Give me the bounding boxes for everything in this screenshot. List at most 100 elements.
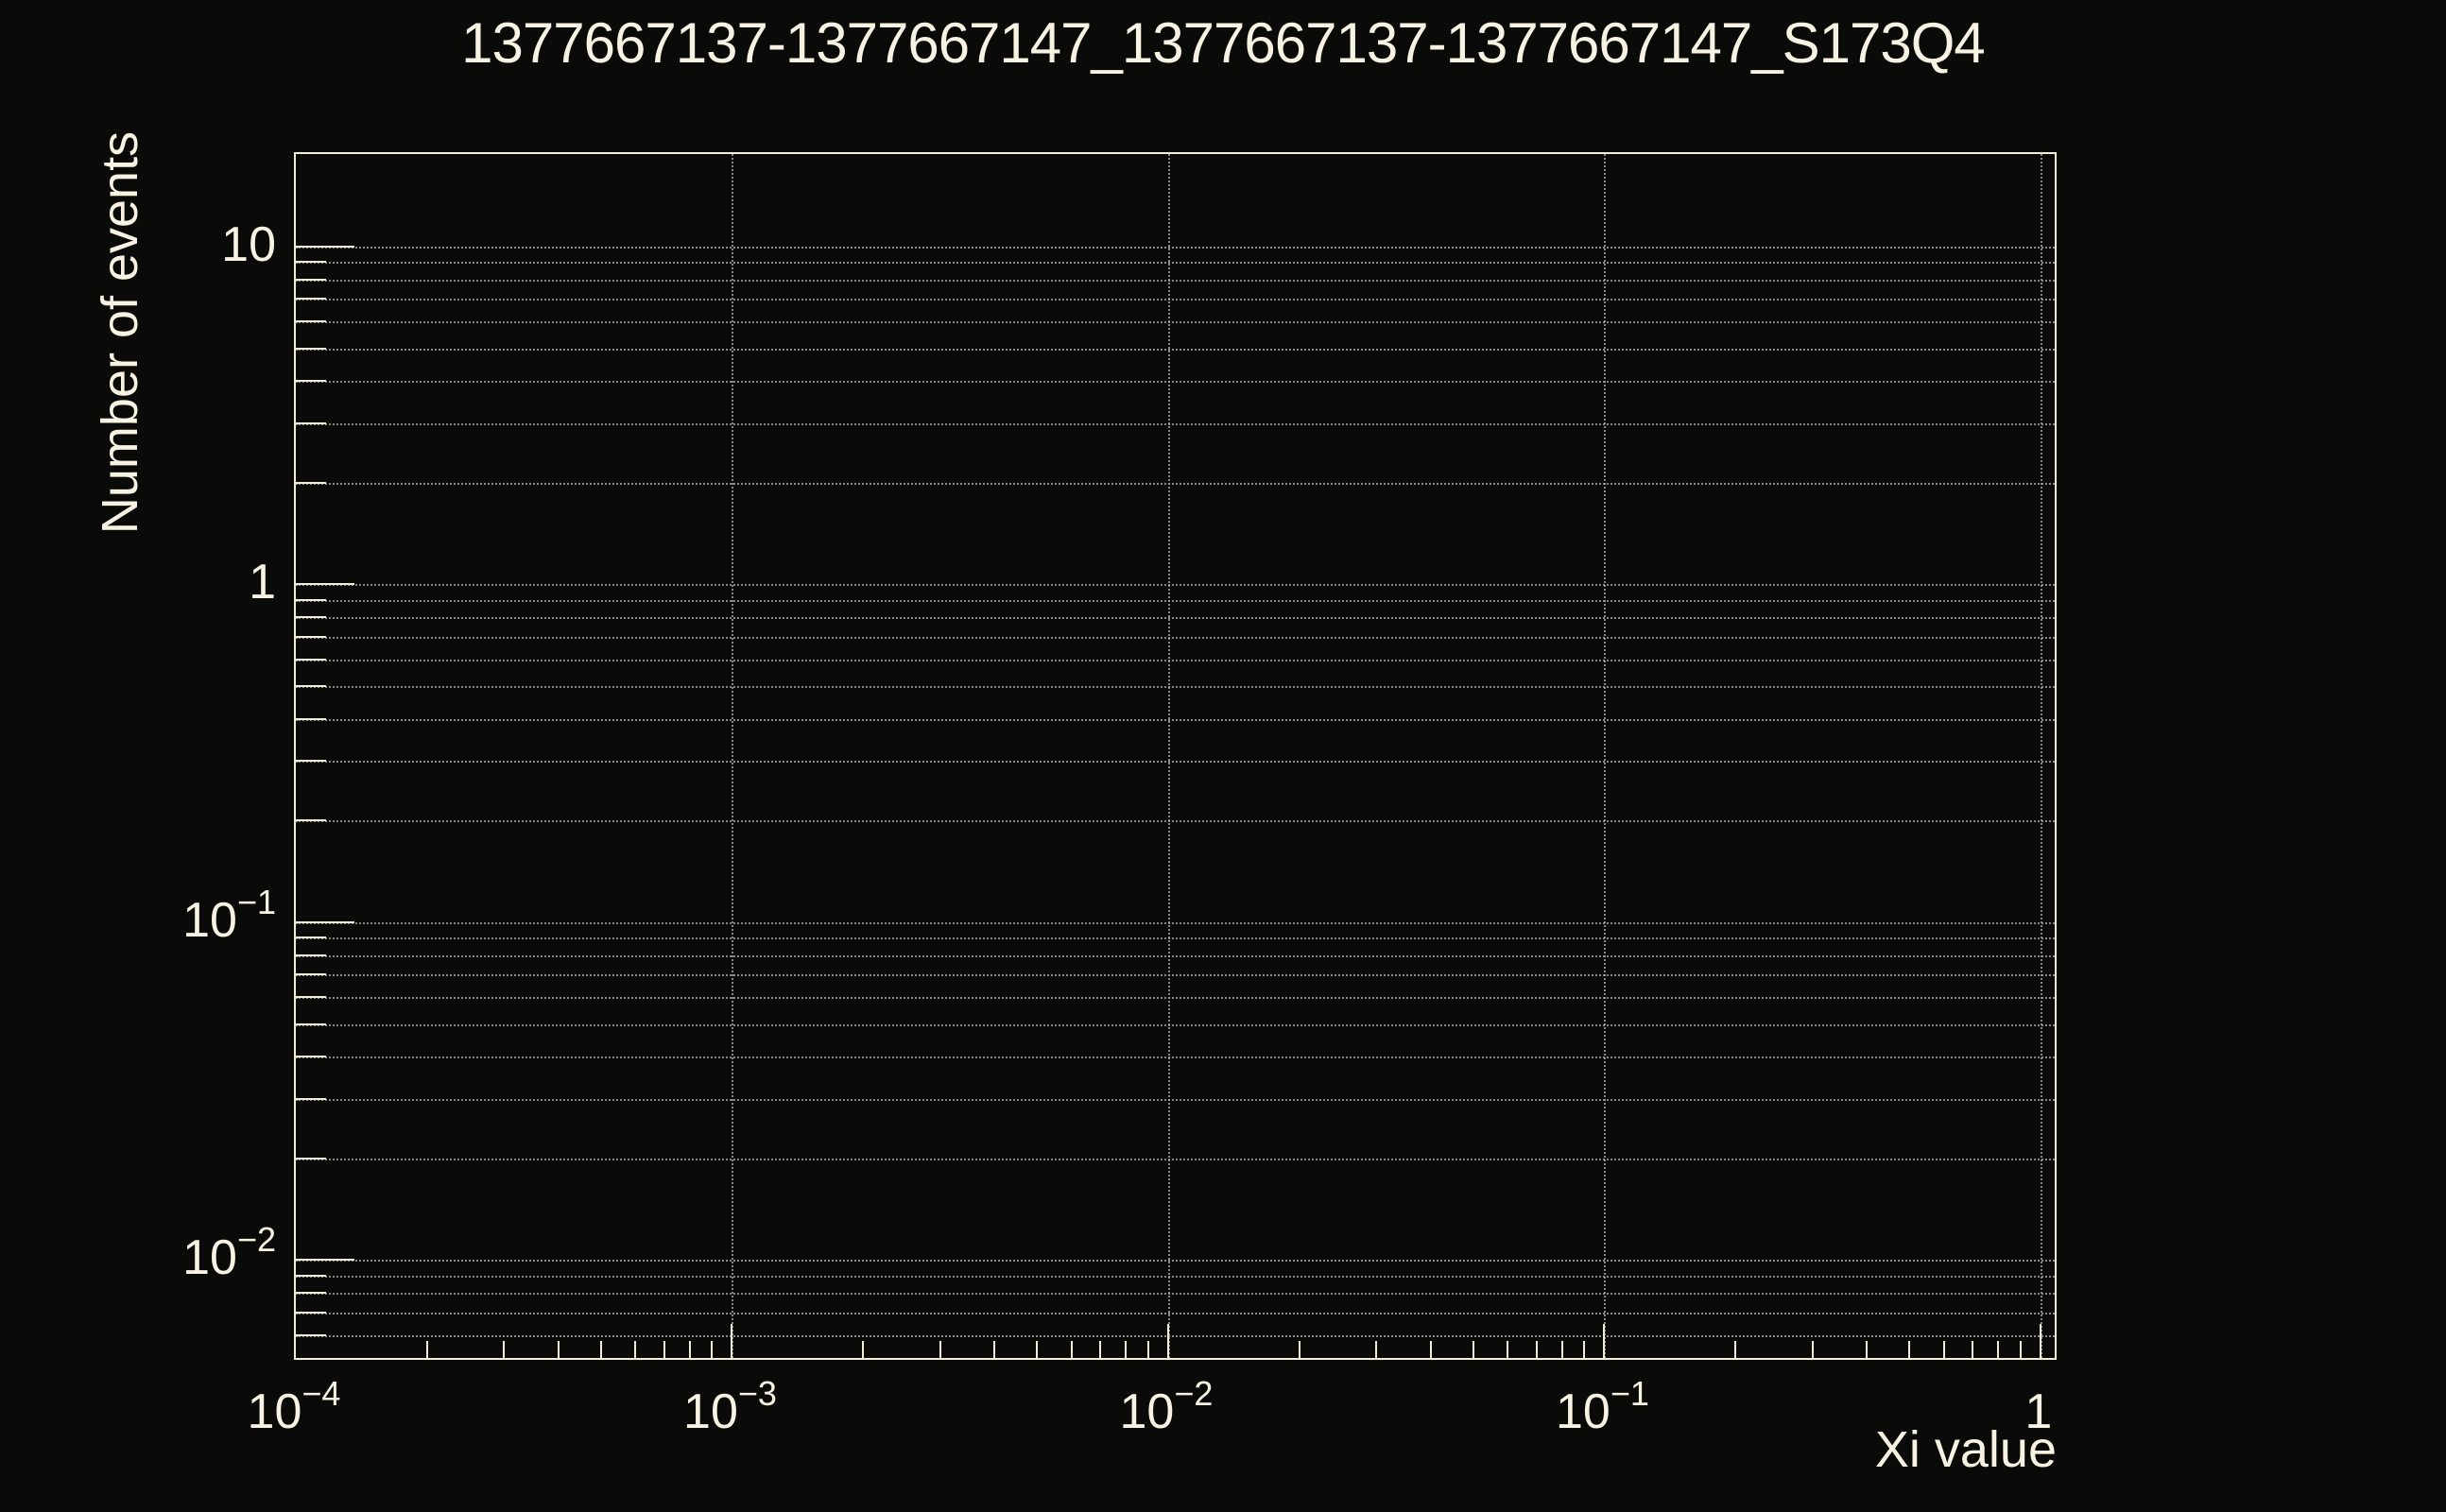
y-tick-label-base: 10	[182, 892, 237, 948]
x-tick	[1603, 1324, 1606, 1358]
horizontal-gridline	[296, 1293, 2055, 1296]
horizontal-gridline	[296, 262, 2055, 265]
x-tick	[1099, 1341, 1102, 1358]
y-tick	[296, 481, 326, 484]
x-tick	[1375, 1341, 1378, 1358]
x-tick	[663, 1341, 665, 1358]
horizontal-gridline	[296, 247, 2055, 249]
horizontal-gridline	[296, 974, 2055, 977]
horizontal-gridline	[296, 299, 2055, 301]
horizontal-gridline	[296, 921, 2055, 924]
x-tick-label-exponent: −2	[1174, 1374, 1214, 1413]
vertical-gridline	[1604, 154, 1607, 1358]
y-tick	[296, 717, 326, 720]
y-tick	[296, 1292, 326, 1295]
y-tick-label-exponent: −2	[236, 1220, 276, 1260]
x-tick	[1997, 1341, 2000, 1358]
horizontal-gridline	[296, 718, 2055, 721]
horizontal-gridline	[296, 954, 2055, 957]
x-tick	[711, 1341, 714, 1358]
x-tick	[1811, 1341, 1814, 1358]
y-tick-label: 10−2	[0, 1223, 276, 1286]
y-tick-label-exponent: −1	[236, 882, 276, 921]
y-tick	[296, 278, 326, 281]
y-tick	[296, 320, 326, 323]
vertical-gridline	[732, 154, 734, 1358]
y-tick-label-base: 1	[249, 555, 276, 610]
horizontal-gridline	[296, 937, 2055, 940]
y-tick	[296, 685, 326, 688]
y-tick	[296, 1333, 326, 1336]
y-tick	[296, 760, 326, 763]
x-tick	[1125, 1341, 1128, 1358]
y-tick	[296, 1056, 326, 1058]
horizontal-gridline	[296, 1312, 2055, 1314]
y-tick	[296, 347, 326, 350]
x-tick	[1429, 1341, 1432, 1358]
horizontal-gridline	[296, 279, 2055, 282]
y-tick	[296, 936, 326, 939]
x-tick	[634, 1341, 637, 1358]
y-tick	[296, 246, 354, 248]
x-tick	[2039, 1324, 2041, 1358]
y-tick	[296, 1097, 326, 1100]
y-tick-label-base: 10	[182, 1230, 237, 1286]
x-tick-label-exponent: −3	[737, 1374, 777, 1413]
x-tick	[1535, 1341, 1538, 1358]
y-tick	[296, 973, 326, 976]
x-tick-label-exponent: −4	[301, 1374, 341, 1413]
x-tick-label-base: 10	[1555, 1384, 1611, 1439]
y-tick	[296, 583, 354, 586]
y-tick	[296, 1274, 326, 1277]
horizontal-gridline	[296, 1260, 2055, 1263]
horizontal-gridline	[296, 1334, 2055, 1337]
x-tick	[1472, 1341, 1474, 1358]
x-tick	[599, 1341, 602, 1358]
horizontal-gridline	[296, 584, 2055, 587]
horizontal-gridline	[296, 482, 2055, 485]
y-tick-label: 10−1	[0, 885, 276, 948]
y-tick	[296, 261, 326, 264]
horizontal-gridline	[296, 997, 2055, 1000]
x-tick-label: 10−1	[1555, 1377, 1649, 1439]
y-axis-title: Number of events	[92, 130, 148, 535]
y-tick-label: 10	[0, 220, 276, 269]
x-tick	[1070, 1341, 1073, 1358]
y-tick	[296, 954, 326, 956]
x-tick-label-base: 10	[247, 1384, 302, 1439]
horizontal-gridline	[296, 1275, 2055, 1278]
x-tick	[1583, 1341, 1586, 1358]
vertical-gridline	[1167, 154, 1170, 1358]
y-tick	[296, 1022, 326, 1025]
y-tick	[296, 819, 326, 822]
horizontal-gridline	[296, 599, 2055, 602]
x-tick	[1507, 1341, 1509, 1358]
horizontal-gridline	[296, 422, 2055, 425]
horizontal-gridline	[296, 617, 2055, 620]
x-tick	[1036, 1341, 1039, 1358]
x-tick	[688, 1341, 691, 1358]
x-tick	[1560, 1341, 1563, 1358]
horizontal-gridline	[296, 1023, 2055, 1026]
x-tick	[1146, 1341, 1149, 1358]
x-tick-label-base: 10	[683, 1384, 738, 1439]
x-tick-label: 10−4	[247, 1377, 341, 1439]
horizontal-gridline	[296, 761, 2055, 764]
y-tick	[296, 920, 354, 923]
x-tick	[993, 1341, 996, 1358]
x-axis-title: Xi value	[1874, 1421, 2057, 1478]
horizontal-gridline	[296, 1098, 2055, 1101]
x-tick-label: 10−2	[1119, 1377, 1213, 1437]
y-tick	[296, 598, 326, 601]
x-tick	[1166, 1324, 1169, 1358]
y-tick-label-base: 10	[221, 217, 276, 272]
y-tick	[296, 635, 326, 638]
horizontal-gridline	[296, 686, 2055, 689]
horizontal-gridline	[296, 659, 2055, 662]
x-tick	[425, 1341, 428, 1358]
y-tick	[296, 1311, 326, 1314]
x-tick	[1907, 1341, 1910, 1358]
y-tick	[296, 380, 326, 383]
x-tick-label-base: 1	[2024, 1384, 2053, 1439]
